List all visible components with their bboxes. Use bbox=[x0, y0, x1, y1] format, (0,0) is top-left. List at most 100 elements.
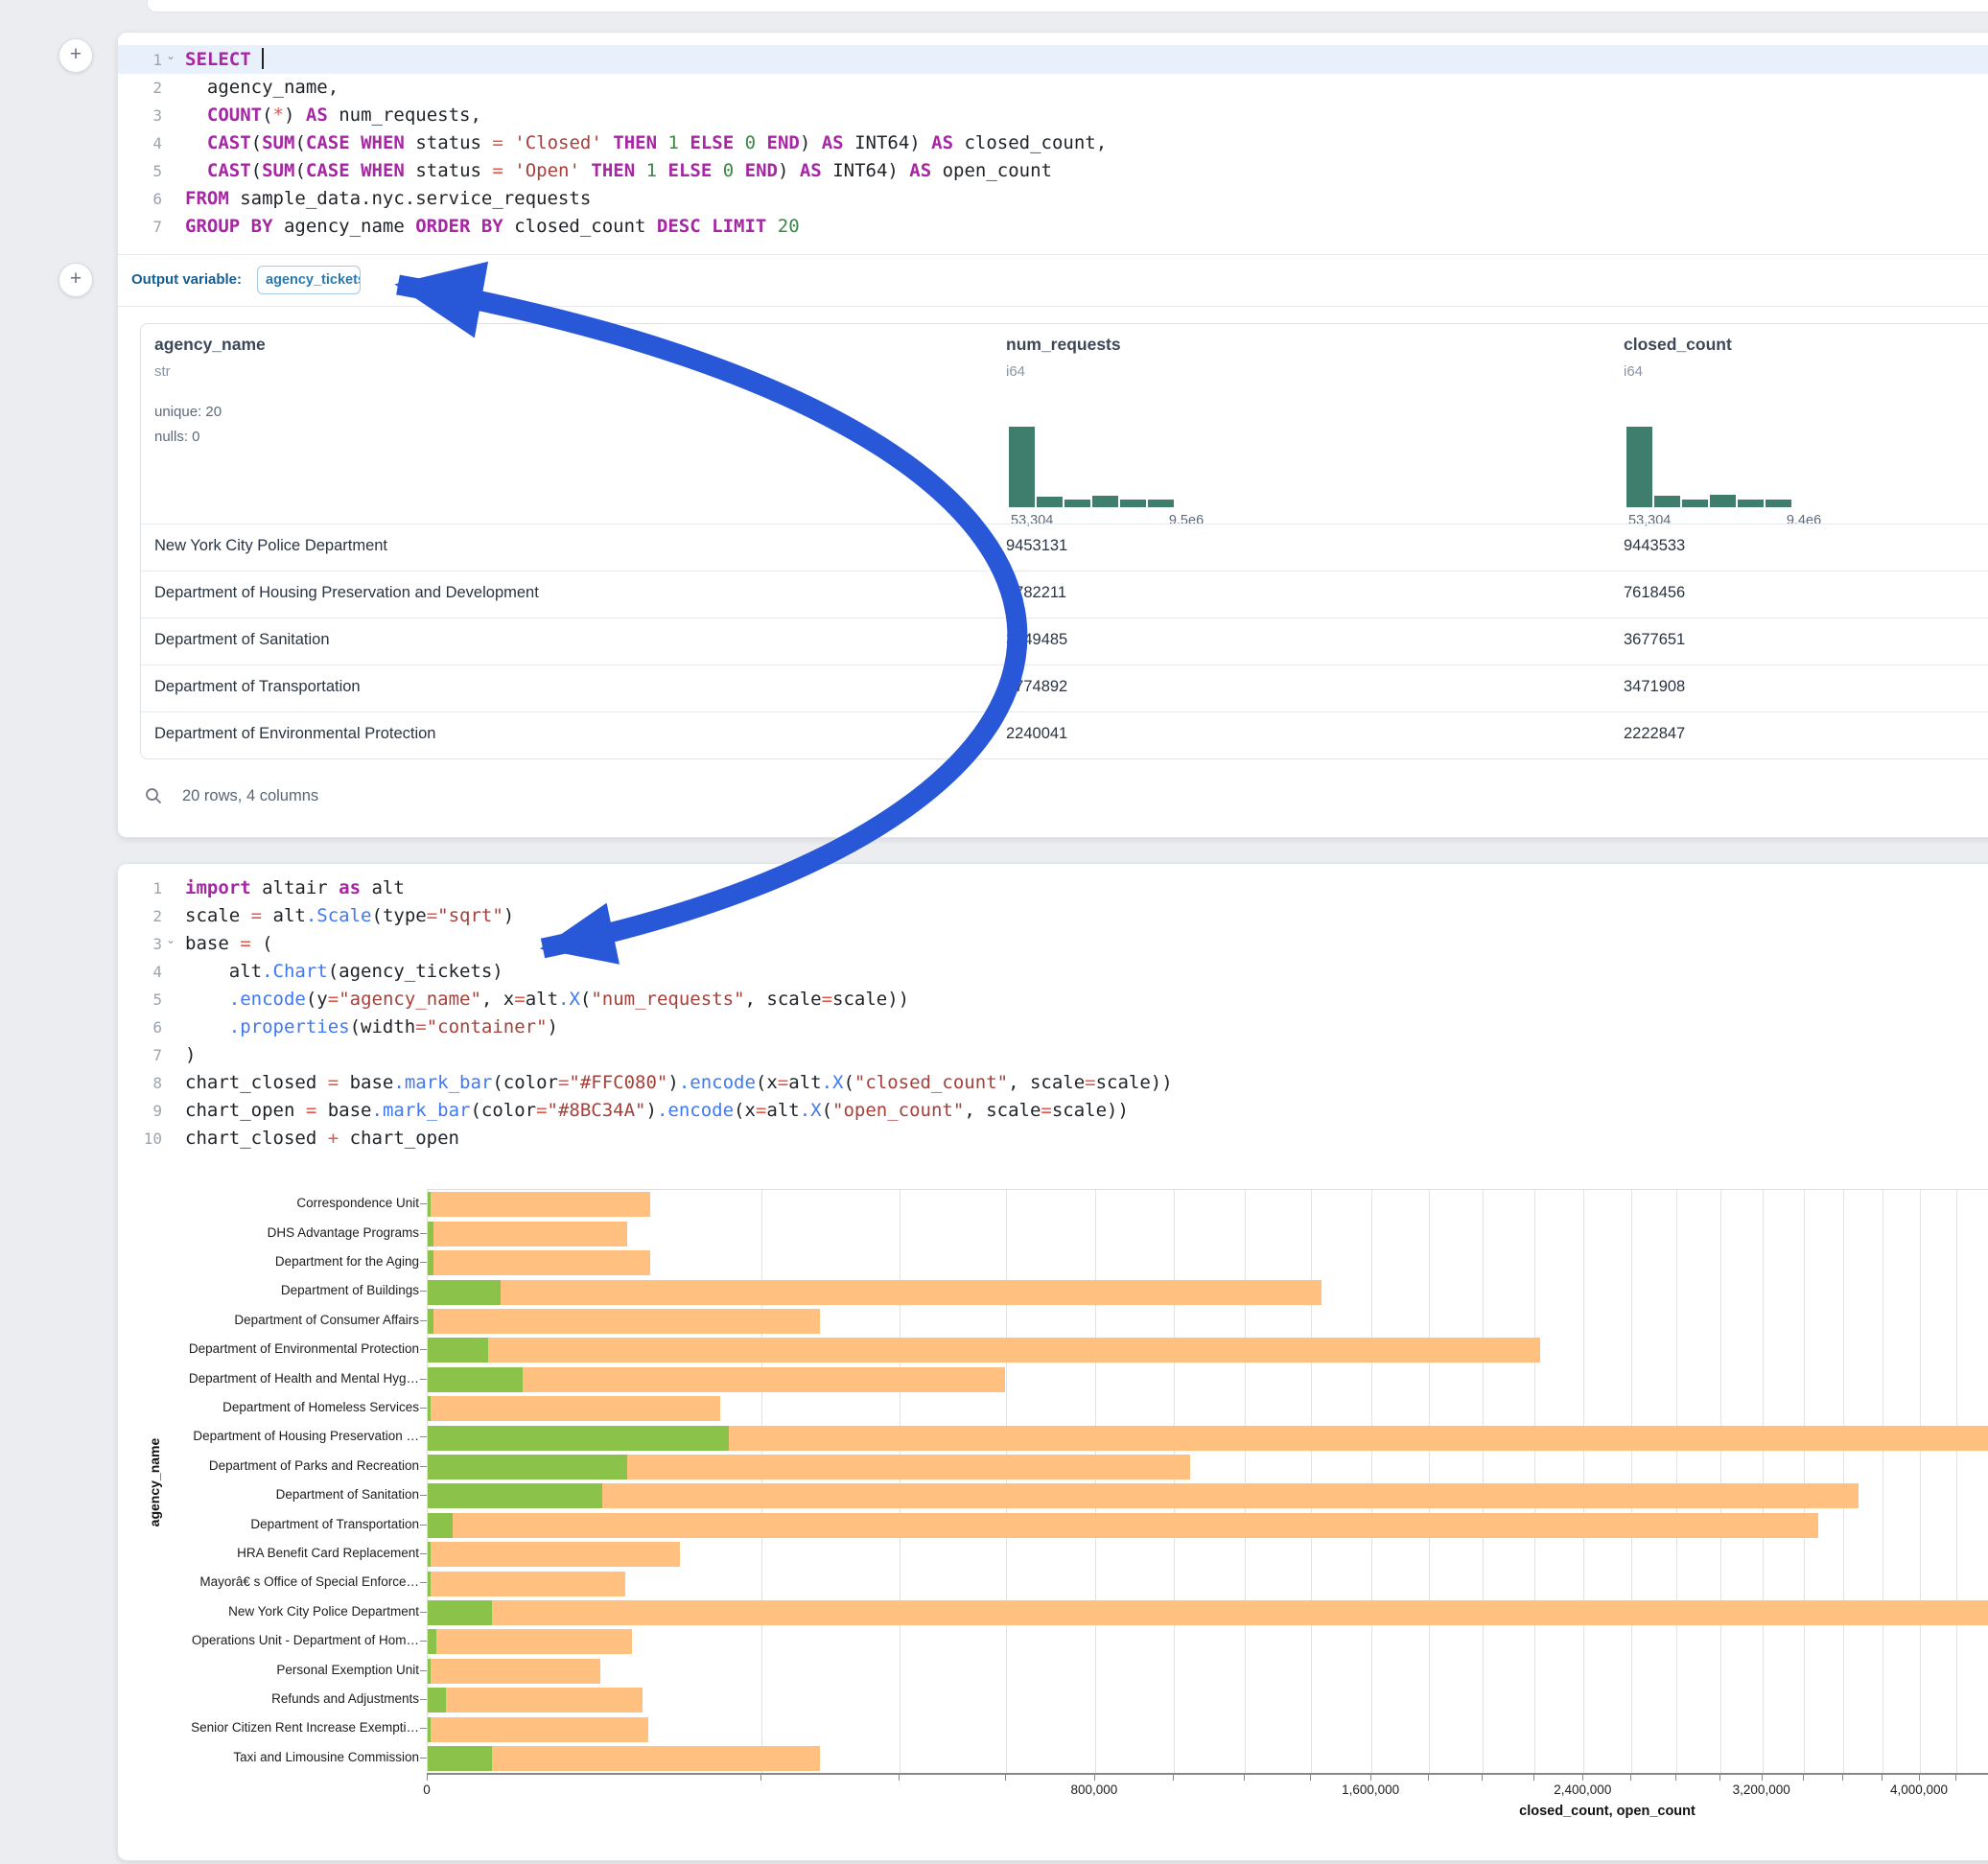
x-axis-tick-label: 1,600,000 bbox=[1342, 1782, 1400, 1797]
sql-line[interactable]: 5 CAST(SUM(CASE WHEN status = 'Open' THE… bbox=[118, 157, 1988, 185]
gridline bbox=[1483, 1190, 1485, 1773]
table-row: Department of Environmental Protection 22… bbox=[141, 711, 1988, 759]
python-line[interactable]: 7) bbox=[118, 1041, 1988, 1069]
y-axis-tick bbox=[420, 1641, 427, 1643]
histogram-min-label: 53,304 bbox=[1628, 513, 1672, 528]
bar-open-count bbox=[428, 1571, 431, 1596]
output-variable-chip[interactable]: agency_tickets bbox=[257, 266, 361, 294]
gridline bbox=[1843, 1190, 1845, 1773]
python-line[interactable]: 6 .properties(width="container") bbox=[118, 1014, 1988, 1041]
x-axis-tick bbox=[1533, 1775, 1534, 1781]
python-code-editor[interactable]: 1 import altair as alt 2 scale = alt.Scale(… bbox=[118, 874, 1988, 1153]
python-line[interactable]: 8 chart_closed = base.mark_bar(color="#FF… bbox=[118, 1069, 1988, 1097]
y-axis-tick bbox=[420, 1408, 427, 1409]
y-axis-tick bbox=[420, 1349, 427, 1351]
histogram-bar bbox=[1710, 495, 1736, 507]
y-axis-label: HRA Benefit Card Replacement bbox=[237, 1546, 419, 1560]
line-number: 3 bbox=[152, 935, 162, 953]
bar-closed-count bbox=[428, 1542, 681, 1568]
code-text: import altair as alt bbox=[185, 877, 405, 898]
sql-line[interactable]: 1 ⌄ SELECT bbox=[118, 46, 1988, 74]
bar-closed-count bbox=[428, 1338, 1540, 1363]
bar-closed-count bbox=[428, 1746, 821, 1771]
python-line[interactable]: 2 scale = alt.Scale(type="sqrt") bbox=[118, 902, 1988, 930]
table-cell: 3774892 bbox=[1006, 678, 1068, 695]
sql-line[interactable]: 4 CAST(SUM(CASE WHEN status = 'Closed' T… bbox=[118, 129, 1988, 157]
y-axis-label: Taxi and Limousine Commission bbox=[233, 1749, 419, 1764]
gridline bbox=[1534, 1190, 1535, 1773]
divider bbox=[118, 306, 1988, 307]
bar-closed-count bbox=[428, 1658, 600, 1684]
python-line[interactable]: 4 alt.Chart(agency_tickets) bbox=[118, 958, 1988, 986]
table-cell: 7618456 bbox=[1624, 584, 1686, 601]
add-cell-button-middle[interactable]: + bbox=[58, 263, 93, 297]
x-axis-tick bbox=[1674, 1775, 1676, 1781]
x-axis-tick bbox=[1309, 1775, 1311, 1781]
bar-open-count bbox=[428, 1688, 446, 1713]
x-axis-tick-label: 3,200,000 bbox=[1732, 1782, 1790, 1797]
column-header-num_requests[interactable]: num_requests bbox=[1006, 335, 1121, 354]
bar-open-count bbox=[428, 1250, 433, 1276]
bar-open-count bbox=[428, 1455, 627, 1480]
bar-closed-count bbox=[428, 1600, 1988, 1625]
y-axis-label: Department of Buildings bbox=[280, 1283, 419, 1298]
histogram-bar bbox=[1064, 500, 1090, 507]
bar-closed-count bbox=[428, 1483, 1859, 1509]
table-cell: Department of Sanitation bbox=[154, 631, 330, 648]
python-line[interactable]: 10 chart_closed + chart_open bbox=[118, 1125, 1988, 1153]
histogram-bar bbox=[1654, 496, 1680, 507]
y-axis-label: Department of Consumer Affairs bbox=[234, 1312, 419, 1327]
column-header-agency_name[interactable]: agency_name bbox=[154, 335, 266, 354]
add-cell-button-top[interactable]: + bbox=[58, 38, 93, 73]
line-number: 5 bbox=[152, 990, 162, 1009]
sql-line[interactable]: 7 GROUP BY agency_name ORDER BY closed_co… bbox=[118, 213, 1988, 241]
table-cell: New York City Police Department bbox=[154, 537, 388, 554]
code-text: chart_closed = base.mark_bar(color="#FFC… bbox=[185, 1072, 1173, 1093]
y-axis-label: New York City Police Department bbox=[228, 1603, 419, 1619]
y-axis-tick bbox=[420, 1524, 427, 1526]
gridline bbox=[1428, 1190, 1430, 1773]
gridline bbox=[1803, 1190, 1805, 1773]
sql-line[interactable]: 2 agency_name, bbox=[118, 74, 1988, 102]
y-axis-tick bbox=[420, 1291, 427, 1293]
sql-code-editor[interactable]: 1 ⌄ SELECT 2 agency_name, 3 COUNT(*) AS num… bbox=[118, 45, 1988, 247]
x-axis-tick bbox=[1582, 1775, 1584, 1781]
y-axis-tick bbox=[420, 1495, 427, 1497]
column-histogram: 53,304 9.5e6 bbox=[1009, 392, 1239, 546]
gridline bbox=[1719, 1190, 1721, 1773]
bar-closed-count bbox=[428, 1629, 633, 1655]
sql-line[interactable]: 6 FROM sample_data.nyc.service_requests bbox=[118, 185, 1988, 213]
x-axis-tick bbox=[1093, 1775, 1095, 1781]
line-number: 5 bbox=[152, 162, 162, 180]
column-header-closed_count[interactable]: closed_count bbox=[1624, 335, 1732, 354]
chart-y-axis-title: agency_name bbox=[147, 1437, 162, 1527]
table-cell: 9443533 bbox=[1624, 537, 1686, 554]
bar-open-count bbox=[428, 1192, 431, 1218]
bar-closed-count bbox=[428, 1688, 643, 1713]
search-icon[interactable] bbox=[144, 786, 163, 805]
bar-closed-count bbox=[428, 1250, 651, 1276]
python-line[interactable]: 5 .encode(y="agency_name", x=alt.X("num_… bbox=[118, 986, 1988, 1014]
sql-line[interactable]: 3 COUNT(*) AS num_requests, bbox=[118, 102, 1988, 129]
python-line[interactable]: 1 import altair as alt bbox=[118, 874, 1988, 902]
column-type: i64 bbox=[1624, 363, 1644, 380]
line-number: 2 bbox=[152, 79, 162, 97]
chart-x-axis-line bbox=[427, 1773, 1988, 1775]
gridline bbox=[1094, 1190, 1096, 1773]
histogram-bar bbox=[1092, 496, 1118, 507]
divider bbox=[118, 254, 1988, 255]
table-cell: Department of Housing Preservation and D… bbox=[154, 584, 539, 601]
bar-open-count bbox=[428, 1483, 602, 1509]
y-axis-tick bbox=[420, 1669, 427, 1671]
line-number: 10 bbox=[143, 1130, 162, 1148]
code-text: .properties(width="container") bbox=[228, 1016, 558, 1037]
bar-closed-count bbox=[428, 1221, 627, 1247]
fold-chevron-icon[interactable]: ⌄ bbox=[166, 933, 176, 946]
y-axis-tick bbox=[420, 1553, 427, 1554]
python-line[interactable]: 9 chart_open = base.mark_bar(color="#8BC3… bbox=[118, 1097, 1988, 1125]
python-line[interactable]: 3 ⌄ base = ( bbox=[118, 930, 1988, 958]
bar-closed-count bbox=[428, 1309, 821, 1334]
text-cursor bbox=[262, 48, 265, 69]
fold-chevron-icon[interactable]: ⌄ bbox=[166, 49, 176, 62]
y-axis-label: Department of Sanitation bbox=[275, 1487, 419, 1503]
